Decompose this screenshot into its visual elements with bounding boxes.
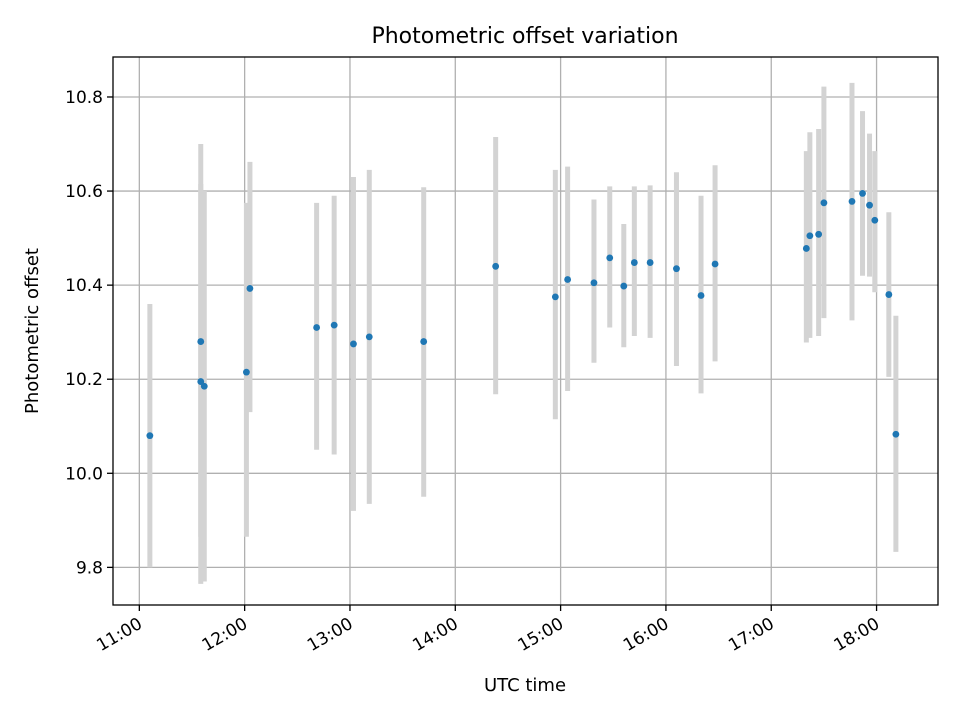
data-point xyxy=(620,282,628,290)
y-tick-label: 10.2 xyxy=(65,370,103,390)
x-tick-label: 18:00 xyxy=(831,614,883,656)
y-tick-label: 9.8 xyxy=(76,558,103,578)
data-point xyxy=(551,293,559,301)
x-tick-label: 12:00 xyxy=(199,614,251,656)
data-point xyxy=(200,382,208,390)
data-point xyxy=(859,190,866,197)
data-point xyxy=(815,230,823,238)
data-point xyxy=(711,260,719,268)
data-point xyxy=(146,432,154,440)
data-point xyxy=(820,199,828,207)
data-point xyxy=(630,259,638,266)
data-point xyxy=(330,321,338,329)
x-tick-label: 16:00 xyxy=(620,614,672,656)
y-tick-label: 10.6 xyxy=(65,182,103,202)
y-axis-ticks: 9.8 10.0 10.2 10.4 10.6 10.8 xyxy=(65,88,113,578)
data-point xyxy=(590,279,598,287)
x-tick-label: 17:00 xyxy=(725,614,777,656)
data-point xyxy=(197,378,205,385)
data-point xyxy=(492,262,500,270)
plot-frame xyxy=(112,56,939,606)
data-point xyxy=(246,285,254,292)
data-point xyxy=(420,338,428,345)
data-point xyxy=(871,216,879,224)
data-point xyxy=(564,276,572,283)
data-point xyxy=(892,430,900,438)
data-point xyxy=(313,324,321,331)
y-axis-label: Photometric offset xyxy=(22,248,43,414)
chart-title: Photometric offset variation xyxy=(371,24,678,49)
data-point xyxy=(673,265,680,273)
data-point xyxy=(365,333,373,341)
data-point xyxy=(866,201,873,209)
y-tick-label: 10.0 xyxy=(65,464,103,484)
grid-lines xyxy=(113,57,938,605)
data-point xyxy=(885,291,893,298)
data-point xyxy=(606,254,614,262)
y-tick-label: 10.4 xyxy=(65,276,103,296)
x-tick-label: 15:00 xyxy=(515,614,567,656)
data-point xyxy=(350,340,357,348)
data-point xyxy=(802,245,810,252)
x-tick-label: 13:00 xyxy=(304,614,356,656)
x-axis-label: UTC time xyxy=(484,675,566,696)
y-tick-label: 10.8 xyxy=(65,88,103,108)
data-point xyxy=(197,338,205,345)
data-point xyxy=(697,292,705,299)
error-bars xyxy=(147,82,899,584)
x-axis-ticks: 11:00 12:00 13:00 14:00 15:00 16:00 17:00 18:00 xyxy=(93,605,883,656)
data-point xyxy=(646,259,654,266)
x-tick-label: 11:00 xyxy=(93,614,145,656)
data-point xyxy=(848,198,856,205)
data-points xyxy=(146,190,900,440)
data-point xyxy=(243,368,250,376)
x-tick-label: 14:00 xyxy=(409,614,461,656)
data-point xyxy=(806,232,814,240)
